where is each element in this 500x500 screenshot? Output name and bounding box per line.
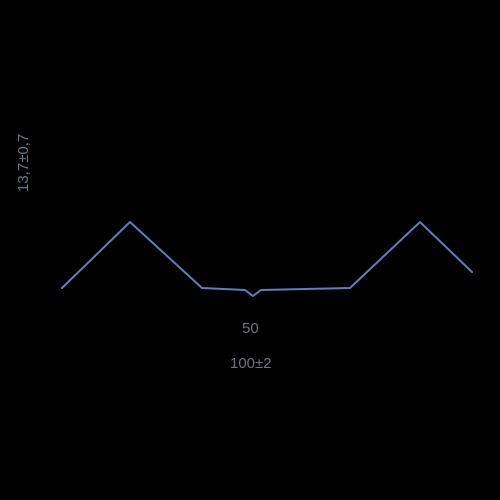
- half-pitch-dimension-label: 50: [242, 320, 259, 337]
- profile-diagram: 13,7±0,7 50 100±2: [0, 0, 500, 500]
- full-pitch-dimension-label: 100±2: [230, 355, 272, 372]
- profile-line: [0, 0, 500, 500]
- height-dimension-label: 13,7±0,7: [15, 134, 32, 192]
